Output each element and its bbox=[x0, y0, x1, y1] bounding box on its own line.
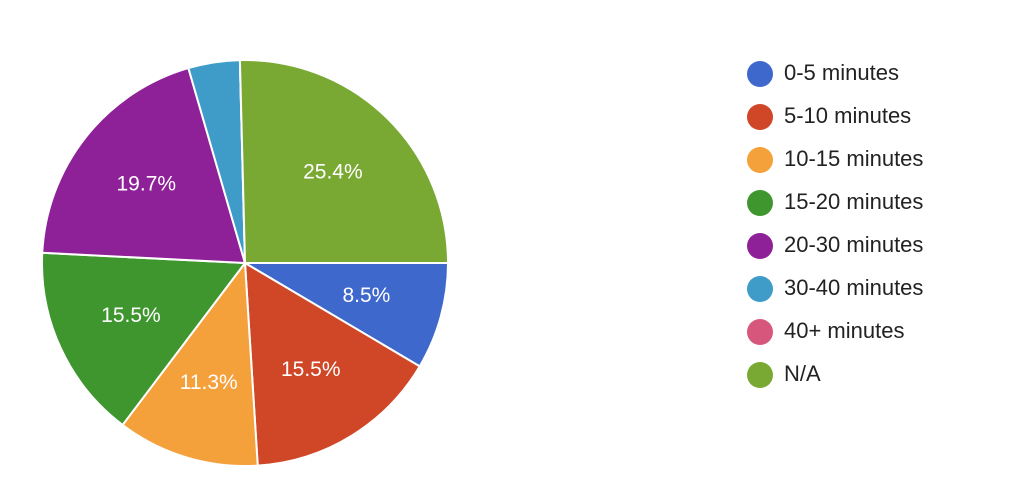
slice-label: 19.7% bbox=[117, 172, 177, 195]
slice-label: 15.5% bbox=[281, 358, 341, 381]
legend-swatch bbox=[747, 276, 773, 302]
pie-slice bbox=[41, 251, 247, 427]
slice-label: 15.5% bbox=[101, 304, 161, 327]
slice-label: 25.4% bbox=[303, 160, 363, 183]
pie-slice bbox=[238, 59, 450, 264]
legend-label: 0-5 minutes bbox=[784, 60, 899, 85]
slice-label: 11.3% bbox=[180, 371, 238, 394]
legend-swatch bbox=[747, 190, 773, 216]
legend-swatch bbox=[747, 233, 773, 259]
pie-slice bbox=[121, 260, 259, 467]
legend-swatch bbox=[747, 104, 773, 130]
legend-swatch bbox=[747, 362, 773, 388]
pie-slice bbox=[41, 66, 247, 265]
legend-label: 20-30 minutes bbox=[784, 232, 923, 257]
legend-label: 40+ minutes bbox=[784, 318, 904, 343]
legend-label: N/A bbox=[784, 361, 821, 386]
slice-label: 8.5% bbox=[342, 284, 390, 307]
legend-swatch bbox=[747, 147, 773, 173]
legend-swatch bbox=[747, 61, 773, 87]
pie-slice bbox=[243, 261, 422, 467]
legend-swatch bbox=[747, 319, 773, 345]
legend-label: 5-10 minutes bbox=[784, 103, 911, 128]
legend-label: 15-20 minutes bbox=[784, 189, 923, 214]
legend-label: 30-40 minutes bbox=[784, 275, 923, 300]
legend-label: 10-15 minutes bbox=[784, 146, 923, 171]
pie-slice bbox=[241, 262, 450, 368]
